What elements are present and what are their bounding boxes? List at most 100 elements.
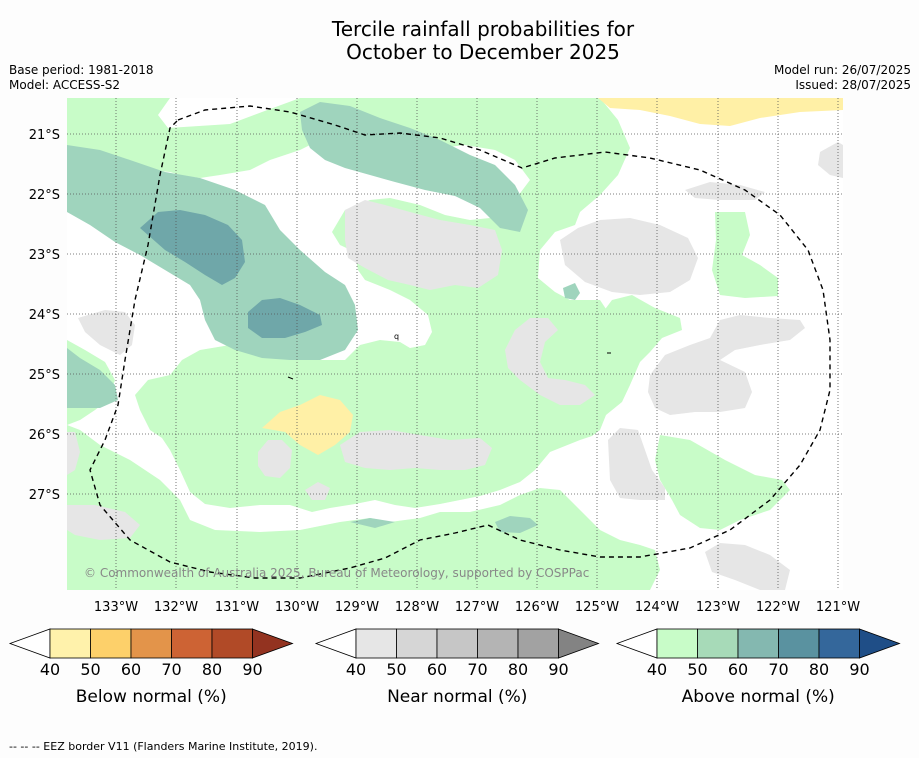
model-name: Model: ACCESS-S2 [9,78,121,92]
colorbar-segment [49,628,91,659]
above-50-patch-a [350,518,395,528]
colorbar-tick-label: 80 [202,660,222,679]
above-region-south [67,425,660,590]
near-region-west-small [67,432,80,475]
near-region-south-small [258,440,292,478]
colorbar-tick-label: 60 [427,660,447,679]
colorbar-tick-label: 80 [809,660,829,679]
near-region-southeast-2 [705,543,790,590]
colorbar-tick-label: 90 [548,660,568,679]
colorbar-segment [477,628,519,659]
colorbar-segment [656,628,698,659]
above-region-southeast [655,435,790,530]
title-line-1: Tercile rainfall probabilities for [331,17,635,41]
longitude-label: 123°W [696,600,740,615]
near-region-east-center [560,218,698,295]
latitude-label: 21°S [29,128,60,143]
above-50-patch-c [563,283,580,300]
longitude-label: 132°W [154,600,198,615]
colorbar-segment [171,628,213,659]
colorbar-tick-label: 90 [242,660,262,679]
near-region-east-center-2 [505,318,595,405]
colorbar-tick-label: 80 [508,660,528,679]
map-fields: q © Commonwealth of Australia 2025, Bure… [67,98,843,590]
longitude-label: 121°W [816,600,860,615]
near-region-northeast-small [685,182,765,200]
colorbar-segment [737,628,779,659]
longitude-label: 127°W [455,600,499,615]
below-region-north [598,98,843,126]
longitude-label: 128°W [395,600,439,615]
below-region-center [262,395,353,455]
colorbar-tick-label: 60 [121,660,141,679]
above-region-northwest [67,98,682,512]
near-region-south-center [340,430,492,470]
colorbar-segment [211,628,253,659]
eez-legend-footer: -- -- -- EEZ border V11 (Flanders Marine… [9,740,318,753]
title-line-2: October to December 2025 [346,40,620,64]
above-60-region-a [140,210,245,285]
island-marker-a: q [394,332,399,341]
colorbar-upper-extend [252,628,294,659]
issued-date: Issued: 28/07/2025 [795,78,911,92]
colorbar-upper-extend [859,628,901,659]
eez-border [89,105,831,579]
longitude-label: 122°W [756,600,800,615]
above-normal-60-70-regions [140,210,322,338]
latitude-labels: 21°S 22°S 23°S 24°S 25°S 26°S 27°S [29,128,60,503]
colorbar-tick-label: 70 [768,660,788,679]
copyright-notice: © Commonwealth of Australia 2025, Bureau… [84,566,589,580]
near-region-central [345,200,502,290]
near-region-southeast [608,428,665,500]
latitude-label: 25°S [29,368,60,383]
colorbar-title: Above normal (%) [682,687,835,707]
colorbar-near: 40 50 60 70 80 90 Near normal (%) [314,628,600,707]
above-50-patch-b [495,516,538,533]
near-region-patch-south [305,482,330,500]
colorbar-segment [818,628,860,659]
longitude-label: 129°W [335,600,379,615]
colorbar-tick-label: 90 [849,660,869,679]
colorbar-lower-extend [314,628,357,659]
latitude-label: 26°S [29,428,60,443]
above-region-northeast [712,212,778,298]
colorbar-segment [697,628,739,659]
colorbar-segment [396,628,438,659]
latitude-label: 24°S [29,308,60,323]
colorbar-above: 40 50 60 70 80 90 Above normal (%) [615,628,901,707]
longitude-label: 131°W [215,600,259,615]
latitude-label: 23°S [29,248,60,263]
longitude-label: 133°W [94,600,138,615]
model-run: Model run: 26/07/2025 [773,63,911,77]
longitude-labels: 133°W 132°W 131°W 130°W 129°W 128°W 127°W 126°W… [94,600,860,615]
above-region-east-center [540,300,620,400]
below-normal-40-50-regions [262,98,843,455]
above-50-region-southwest [67,348,118,408]
base-period: Base period: 1981-2018 [9,63,154,77]
latitude-label: 22°S [29,188,60,203]
colorbar-segment [436,628,478,659]
colorbar-segment [130,628,172,659]
longitude-label: 126°W [515,600,559,615]
latitude-label: 27°S [29,488,60,503]
colorbar-tick-label: 70 [161,660,181,679]
colorbar-title: Below normal (%) [76,687,227,707]
colorbar-tick-label: 50 [687,660,707,679]
near-normal-40-50-regions [67,142,843,590]
colorbar-tick-label: 50 [386,660,406,679]
near-region-west [78,310,135,355]
colorbar-upper-extend [558,628,600,659]
near-region-east [648,315,805,415]
colorbar-tick-label: 60 [728,660,748,679]
colorbar-tick-label: 40 [40,660,60,679]
colorbar-lower-extend [8,628,51,659]
longitude-label: 124°W [635,600,679,615]
colorbar-segment [90,628,132,659]
meta-left: Base period: 1981-2018 Model: ACCESS-S2 [9,63,154,93]
longitude-label: 130°W [275,600,319,615]
colorbars: 40 50 60 70 80 90 Below normal (%) 40 50 60 70 80 90… [8,628,901,707]
colorbar-segment [355,628,397,659]
colorbar-tick-label: 70 [467,660,487,679]
meta-right: Model run: 26/07/2025 Issued: 28/07/2025 [774,63,911,93]
